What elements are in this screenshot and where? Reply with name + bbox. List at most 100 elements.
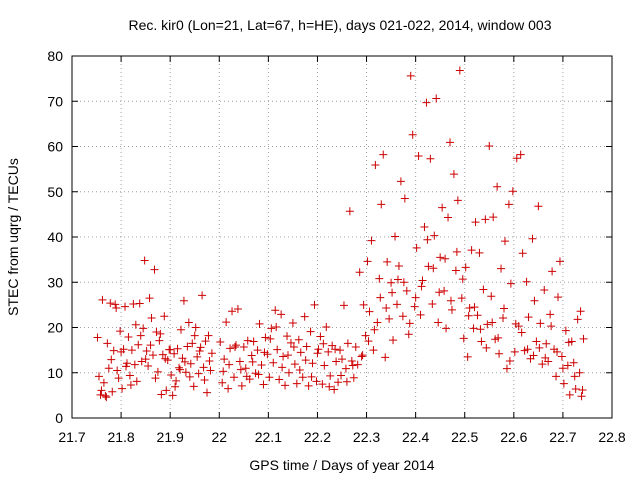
data-point <box>175 363 184 372</box>
data-point <box>467 246 476 255</box>
data-point <box>322 323 331 332</box>
data-point <box>493 182 502 191</box>
data-point <box>517 328 526 337</box>
data-point <box>162 386 171 395</box>
data-point <box>269 358 278 367</box>
data-point <box>385 314 394 323</box>
data-point <box>247 351 256 360</box>
data-point <box>459 334 468 343</box>
data-point <box>558 364 567 373</box>
data-point <box>176 365 184 374</box>
data-point <box>141 355 150 364</box>
data-point <box>458 275 467 284</box>
data-point <box>512 154 521 163</box>
data-point <box>535 343 544 352</box>
data-point <box>220 355 229 364</box>
y-tick-label: 10 <box>47 365 63 381</box>
data-point <box>198 291 207 300</box>
data-point <box>292 379 301 388</box>
data-point <box>422 98 431 107</box>
data-point <box>171 382 180 391</box>
data-point <box>145 294 154 303</box>
data-point <box>127 346 136 355</box>
data-point <box>173 344 182 353</box>
data-point <box>488 318 497 327</box>
data-point <box>236 365 245 374</box>
data-point <box>176 325 185 334</box>
data-point <box>147 313 156 322</box>
grid <box>72 56 612 418</box>
data-point <box>114 374 123 383</box>
data-point <box>538 360 547 369</box>
data-point <box>457 294 466 303</box>
data-point <box>302 342 311 351</box>
data-point <box>318 380 327 389</box>
data-point <box>301 356 310 365</box>
data-point <box>266 334 275 343</box>
data-point <box>152 328 161 337</box>
data-point <box>193 352 202 361</box>
data-point <box>506 279 515 288</box>
data-point <box>336 346 345 355</box>
data-point <box>289 342 298 351</box>
data-point <box>465 304 474 313</box>
data-point <box>265 373 274 382</box>
data-point <box>255 319 264 328</box>
data-point <box>552 372 561 381</box>
data-point <box>124 333 133 342</box>
data-point <box>118 384 127 393</box>
data-point <box>434 318 443 327</box>
data-point <box>426 154 435 163</box>
data-point <box>416 310 425 319</box>
data-point <box>185 372 194 381</box>
data-point <box>320 361 329 370</box>
data-point <box>508 187 517 196</box>
data-point <box>518 249 527 258</box>
data-point <box>107 355 116 364</box>
data-point <box>207 349 216 358</box>
y-tick-label: 80 <box>47 48 63 64</box>
data-point <box>151 374 160 383</box>
data-point <box>553 347 562 356</box>
data-point <box>441 254 450 263</box>
data-point <box>528 234 537 243</box>
data-point <box>511 319 520 328</box>
data-point <box>319 339 328 348</box>
data-point <box>235 357 244 366</box>
data-point <box>398 312 407 321</box>
data-point <box>565 390 574 399</box>
data-point <box>532 337 541 346</box>
data-point <box>125 371 134 380</box>
data-point <box>296 348 305 357</box>
data-point <box>168 391 177 400</box>
data-point <box>273 345 282 354</box>
data-point <box>189 382 198 391</box>
data-point <box>153 367 162 376</box>
data-point <box>563 361 572 370</box>
data-point <box>497 264 506 273</box>
data-point <box>304 381 313 390</box>
data-point <box>400 194 409 203</box>
data-point <box>308 359 317 368</box>
data-point <box>135 299 144 308</box>
data-point <box>379 150 388 159</box>
data-point <box>249 337 258 346</box>
data-point <box>499 313 508 322</box>
data-point <box>261 333 270 342</box>
x-tick-label: 21.8 <box>107 429 134 445</box>
y-tick-label: 0 <box>55 410 63 426</box>
data-point <box>424 262 433 271</box>
data-point <box>418 276 427 285</box>
data-point <box>536 319 545 328</box>
data-point <box>228 307 237 316</box>
data-point <box>373 318 382 327</box>
data-point <box>391 232 400 241</box>
data-point <box>204 331 213 340</box>
data-point <box>438 203 447 212</box>
data-point <box>516 150 525 159</box>
data-point <box>112 304 121 313</box>
data-point <box>358 351 367 360</box>
data-point <box>284 351 292 360</box>
data-point <box>420 223 429 232</box>
data-point <box>184 318 193 327</box>
